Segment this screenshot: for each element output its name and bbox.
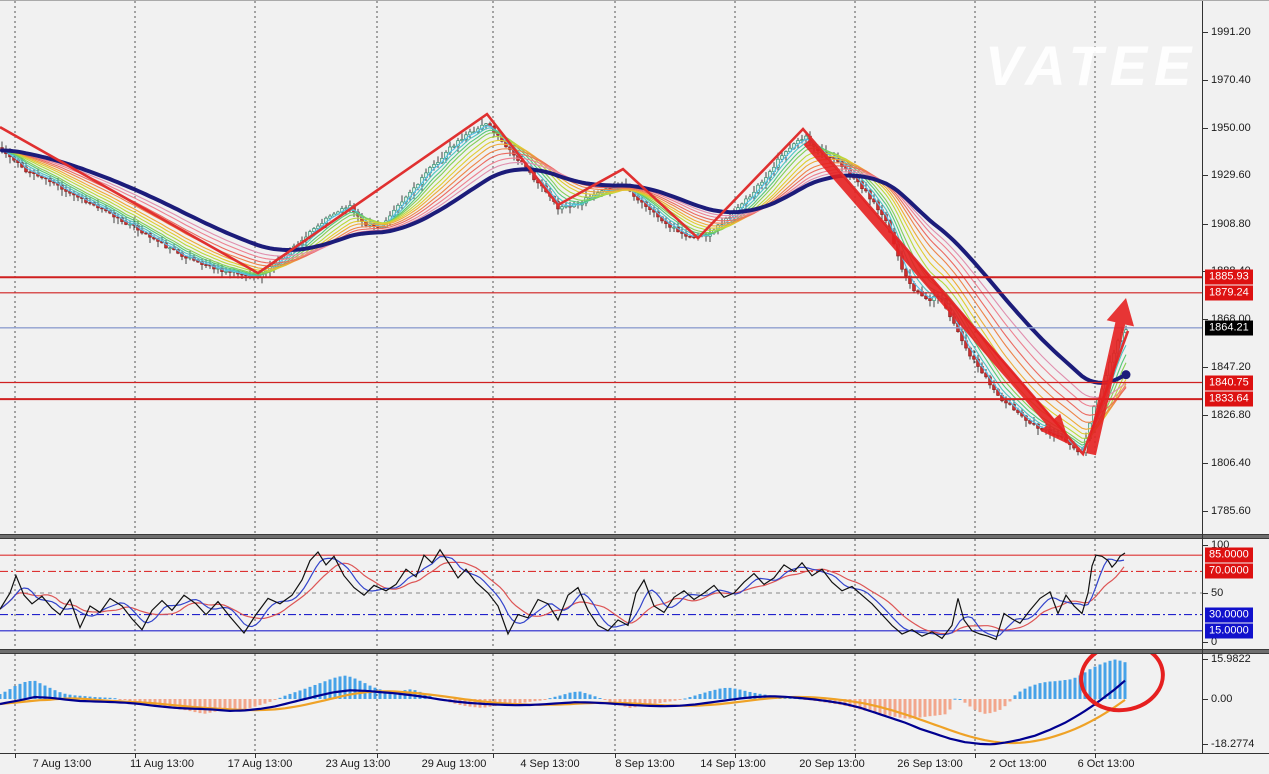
- time-tick-mark: [15, 754, 16, 758]
- price-level-label: 1840.75: [1205, 375, 1253, 391]
- time-label: 7 Aug 13:00: [32, 758, 92, 770]
- time-tick-mark: [255, 754, 256, 758]
- time-label: 26 Sep 13:00: [897, 758, 963, 770]
- price-axis[interactable]: 1991.201970.401950.001929.601908.801888.…: [1202, 1, 1269, 753]
- oscillator-levels: [0, 554, 1202, 632]
- time-label: 8 Sep 13:00: [615, 758, 675, 770]
- up-trend-arrow: [1086, 298, 1134, 456]
- time-label: 17 Aug 13:00: [227, 758, 293, 770]
- time-label: 29 Aug 13:00: [421, 758, 487, 770]
- time-label: 2 Oct 13:00: [989, 758, 1047, 770]
- price-level-label: 1879.24: [1205, 285, 1253, 301]
- down-trend-arrow: [803, 138, 1070, 445]
- ma-ribbon: [1, 125, 1127, 452]
- current-price-label: 1864.21: [1205, 320, 1253, 336]
- time-tick-mark: [493, 754, 494, 758]
- price-tick: 0: [1203, 636, 1217, 648]
- time-label: 11 Aug 13:00: [129, 758, 195, 770]
- time-tick-mark: [1095, 754, 1096, 758]
- macd-main-line: [0, 679, 1126, 746]
- price-tick: 1929.60: [1203, 169, 1251, 181]
- price-tick: 50: [1203, 587, 1223, 599]
- price-tick: 1970.40: [1203, 74, 1251, 86]
- slow-ma-end-dot: [1121, 370, 1131, 380]
- price-level-label: 1885.93: [1205, 269, 1253, 285]
- oscillator-main-line: [0, 548, 1126, 641]
- panel-separator[interactable]: [0, 649, 1269, 654]
- time-tick-mark: [975, 754, 976, 758]
- oscillator-level-label: 15.0000: [1205, 623, 1253, 639]
- oscillator-level-label: 30.0000: [1205, 607, 1253, 623]
- oscillator-level-label: 70.0000: [1205, 563, 1253, 579]
- price-tick: 1785.60: [1203, 505, 1251, 517]
- time-tick-mark: [135, 754, 136, 758]
- time-label: 20 Sep 13:00: [799, 758, 865, 770]
- macd-signal-line: [0, 690, 1126, 745]
- oscillator-fast-line: [0, 555, 1125, 638]
- slow-ma-line: [0, 148, 1128, 385]
- price-tick: 1908.80: [1203, 218, 1251, 230]
- price-tick: 1826.80: [1203, 409, 1251, 421]
- time-label: 6 Oct 13:00: [1077, 758, 1135, 770]
- time-tick-mark: [855, 754, 856, 758]
- price-level-lines: [0, 276, 1202, 401]
- grid-separators: [14, 1, 1096, 534]
- price-tick: 1847.20: [1203, 361, 1251, 373]
- time-label: 14 Sep 13:00: [700, 758, 766, 770]
- price-tick: 15.9822: [1203, 653, 1251, 665]
- time-tick-mark: [735, 754, 736, 758]
- time-tick-mark: [615, 754, 616, 758]
- price-tick: 0.00: [1203, 693, 1232, 705]
- macd-annotation-circle: [1079, 654, 1165, 713]
- main-price-chart[interactable]: [0, 1, 1202, 534]
- zigzag-line: [0, 112, 1130, 457]
- oscillator-level-label: 85.0000: [1205, 547, 1253, 563]
- time-tick-mark: [377, 754, 378, 758]
- oscillator-panel[interactable]: [0, 539, 1202, 649]
- time-axis[interactable]: 7 Aug 13:00 11 Aug 13:00 17 Aug 13:00 23 Au…: [0, 753, 1269, 774]
- macd-histogram: [0, 659, 1127, 719]
- oscillator-slow-line: [0, 561, 1125, 635]
- price-level-label: 1833.64: [1205, 391, 1253, 407]
- price-tick: 1806.40: [1203, 457, 1251, 469]
- panel-separator[interactable]: [0, 534, 1269, 539]
- watermark: VATEE: [985, 34, 1199, 97]
- price-tick: -18.2774: [1203, 738, 1254, 750]
- time-label: 4 Sep 13:00: [520, 758, 580, 770]
- time-label: 23 Aug 13:00: [325, 758, 391, 770]
- price-tick: 1950.00: [1203, 122, 1251, 134]
- macd-panel[interactable]: [0, 654, 1202, 753]
- price-tick: 1991.20: [1203, 26, 1251, 38]
